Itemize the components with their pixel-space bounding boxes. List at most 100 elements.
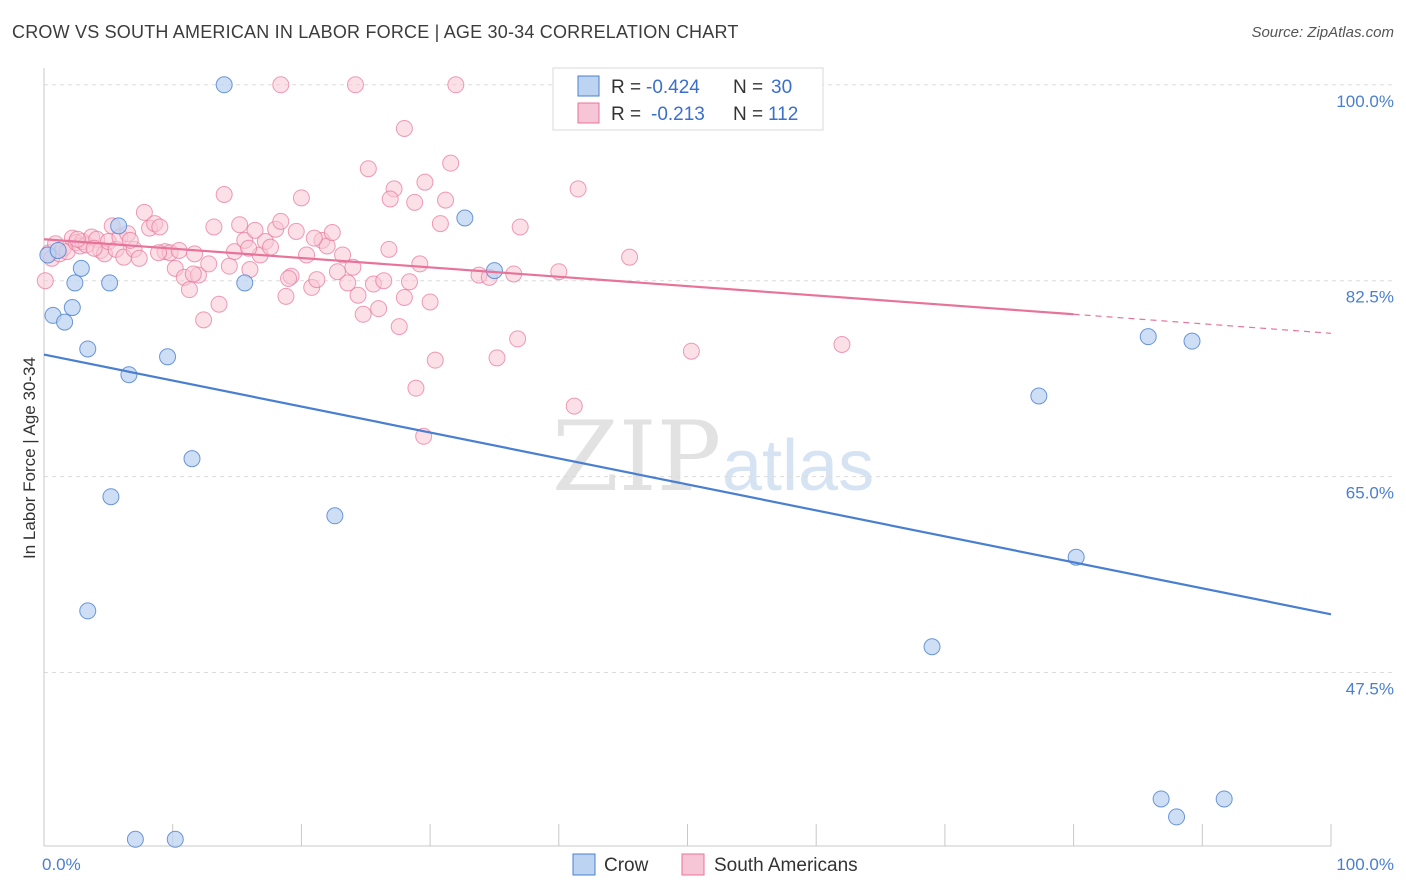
south-americans-point — [370, 300, 388, 318]
crow-point — [79, 602, 97, 620]
south-americans-point — [130, 249, 148, 267]
south-legend-swatch — [577, 102, 600, 124]
south-americans-point — [339, 274, 357, 292]
south-americans-point — [416, 173, 434, 191]
south-americans-point — [511, 218, 529, 236]
south-americans-point — [411, 255, 429, 273]
crow-point — [166, 830, 184, 848]
south-r-label: R = — [611, 104, 641, 125]
south-americans-point — [240, 239, 258, 257]
y-tick-label: 47.5% — [1346, 679, 1394, 698]
crow-r-value: -0.424 — [646, 77, 700, 98]
south-americans-point — [272, 212, 290, 230]
crow-trend-line — [43, 353, 1332, 616]
south-americans-point — [395, 119, 413, 137]
south-americans-point — [565, 397, 583, 415]
south-americans-point — [431, 215, 449, 233]
south-americans-point — [135, 203, 153, 221]
crow-point — [456, 209, 474, 227]
south-americans-point — [569, 180, 587, 198]
south-americans-point — [509, 330, 527, 348]
south-americans-point — [287, 222, 305, 240]
crow-series-label: Crow — [604, 855, 649, 876]
crow-point — [102, 488, 120, 506]
crow-point — [72, 259, 90, 277]
crow-point — [1168, 808, 1186, 826]
source-credit: Source: ZipAtlas.com — [1251, 24, 1394, 41]
south-americans-trend-extension — [1073, 313, 1332, 334]
south-americans-point — [380, 240, 398, 258]
south-n-label: N = — [733, 104, 763, 125]
south-r-value: -0.213 — [651, 104, 705, 125]
south-americans-point — [280, 269, 298, 287]
south-americans-point — [406, 193, 424, 211]
y-axis-label: In Labor Force | Age 30-34 — [20, 357, 39, 559]
crow-point — [101, 274, 119, 292]
south-americans-point — [375, 272, 393, 290]
crow-point — [63, 299, 81, 317]
south-americans-point — [151, 218, 169, 236]
trend-lines — [43, 238, 1332, 616]
crow-point — [236, 274, 254, 292]
south-americans-point — [395, 288, 413, 306]
crow-point — [79, 340, 97, 358]
south-americans-point — [349, 286, 367, 304]
south-americans-point — [200, 255, 218, 273]
south-americans-point — [334, 246, 352, 264]
crow-point — [120, 366, 138, 384]
crow-point — [1139, 328, 1157, 346]
crow-n-label: N = — [733, 77, 763, 98]
y-tick-label: 82.5% — [1346, 288, 1394, 307]
crow-point — [1215, 790, 1233, 808]
south-americans-point — [488, 349, 506, 367]
crow-r-label: R = — [611, 77, 641, 98]
south-americans-point — [231, 216, 249, 234]
south-americans-point — [344, 258, 362, 276]
x-tick-label: 0.0% — [42, 855, 81, 874]
south-americans-point — [621, 248, 639, 266]
south-americans-point — [359, 160, 377, 178]
south-americans-point — [292, 189, 310, 207]
south-n-value: 112 — [768, 104, 798, 125]
south-americans-point — [346, 76, 364, 94]
crow-points — [39, 76, 1233, 848]
south-americans-point — [682, 342, 700, 360]
stats-legend: R = -0.424 N = 30 R = -0.213 N = 112 — [552, 67, 824, 131]
south-americans-point — [246, 221, 264, 239]
crow-point — [215, 76, 233, 94]
south-americans-point — [36, 272, 54, 290]
south-americans-points — [36, 76, 851, 445]
south-americans-point — [354, 305, 372, 323]
south-americans-point — [437, 191, 455, 209]
south-americans-point — [215, 185, 233, 203]
south-americans-point — [323, 224, 341, 242]
south-americans-point — [328, 263, 346, 281]
south-americans-point — [205, 218, 223, 236]
crow-point — [56, 313, 74, 331]
crow-point — [1183, 332, 1201, 350]
south-americans-point — [390, 318, 408, 336]
crow-point — [183, 450, 201, 468]
gridlines — [44, 84, 1394, 673]
y-tick-label: 100.0% — [1336, 92, 1394, 111]
south-americans-point — [184, 265, 202, 283]
south-americans-point — [305, 229, 323, 247]
south-americans-point — [195, 311, 213, 329]
south-americans-point — [833, 335, 851, 353]
y-tick-labels: 100.0% 82.5% 65.0% 47.5% — [1336, 92, 1394, 699]
crow-point — [66, 274, 84, 292]
y-tick-label: 65.0% — [1346, 484, 1394, 503]
south-series-swatch — [681, 853, 705, 876]
crow-point — [923, 638, 941, 656]
crow-legend-swatch — [577, 75, 600, 97]
south-americans-point — [277, 287, 295, 305]
x-tick-label: 100.0% — [1336, 855, 1394, 874]
series-legend: Crow South Americans — [572, 853, 858, 876]
chart-title: CROW VS SOUTH AMERICAN IN LABOR FORCE | … — [12, 22, 739, 42]
crow-series-swatch — [572, 853, 596, 876]
south-americans-point — [186, 245, 204, 263]
south-americans-point — [447, 76, 465, 94]
south-americans-trend-line — [43, 238, 1074, 316]
south-americans-point — [262, 238, 280, 256]
